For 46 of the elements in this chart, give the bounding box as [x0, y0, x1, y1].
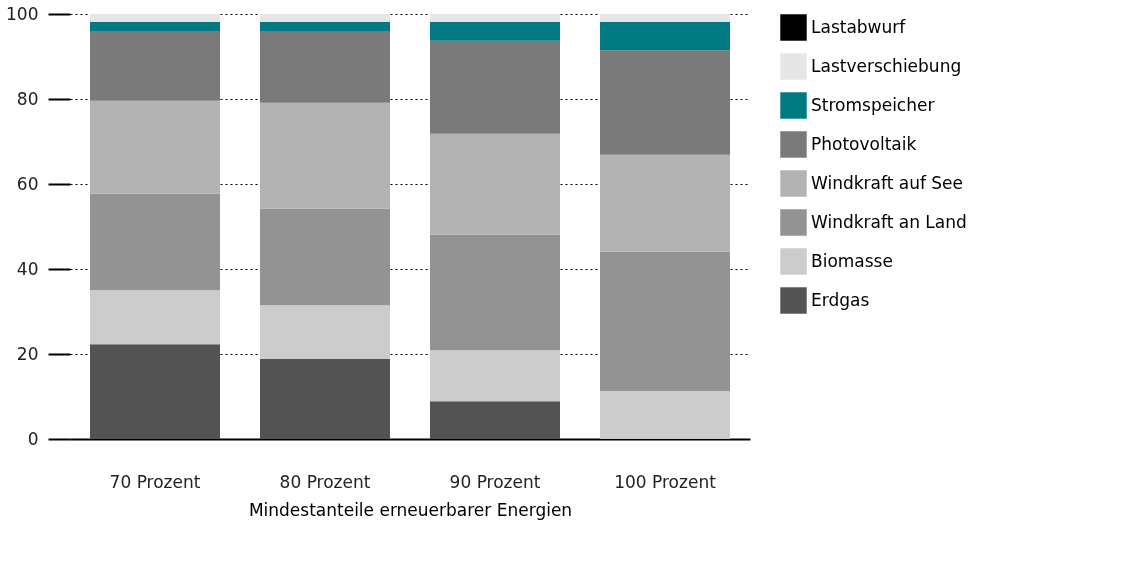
bar: [430, 350, 560, 402]
bar: [260, 14, 390, 23]
legend-label: Windkraft an Land: [811, 211, 967, 232]
legend-label: Stromspeicher: [811, 94, 935, 115]
legend-label: Lastverschiebung: [811, 55, 962, 76]
legend-label: Erdgas: [811, 289, 870, 310]
bar: [260, 305, 390, 360]
bar: [430, 401, 560, 439]
x-axis-title: Mindestanteile erneuerbarer Energien: [248, 499, 573, 520]
x-tick-label: 70 Prozent: [109, 471, 201, 492]
bar: [90, 14, 220, 23]
x-tick-label: 90 Prozent: [449, 471, 541, 492]
bar: [90, 193, 220, 291]
x-tick-label: 100 Prozent: [614, 471, 717, 492]
legend-label: Windkraft auf See: [811, 172, 964, 193]
bar: [90, 31, 220, 101]
y-tick-label: 20: [16, 343, 39, 364]
bar: [430, 234, 560, 351]
bar: [260, 102, 390, 209]
y-tick-label: 40: [16, 258, 39, 279]
legend-label: Photovoltaik: [811, 133, 917, 154]
bar: [260, 31, 390, 103]
bar: [430, 133, 560, 235]
bar: [90, 290, 220, 345]
y-tick-label: 80: [16, 88, 39, 109]
bar: [90, 344, 220, 439]
bar: [600, 251, 730, 391]
y-tick-label: 100: [6, 3, 39, 24]
legend-label: Biomasse: [811, 250, 893, 271]
bar: [600, 14, 730, 23]
bar: [600, 154, 730, 252]
y-tick-label: 60: [16, 173, 39, 194]
bar: [600, 50, 730, 155]
bar: [430, 40, 560, 134]
bar: [430, 14, 560, 23]
legend-label: Lastabwurf: [811, 16, 907, 37]
bar: [260, 208, 390, 306]
bar: [260, 359, 390, 439]
bar: [600, 22, 730, 51]
bar: [260, 22, 390, 32]
x-tick-label: 80 Prozent: [279, 471, 371, 492]
bar: [600, 390, 730, 439]
bar: [90, 22, 220, 31]
bar: [430, 22, 560, 41]
bar: [90, 100, 220, 194]
y-tick-label: 0: [27, 428, 39, 449]
